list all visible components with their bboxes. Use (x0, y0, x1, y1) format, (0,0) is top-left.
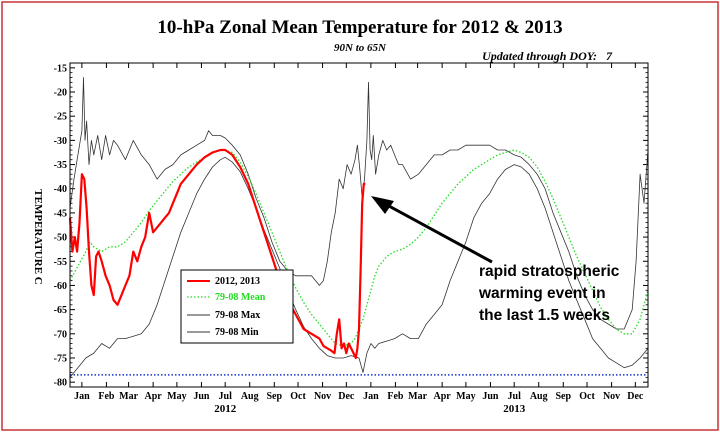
y-tick-label: -65 (54, 305, 67, 316)
x-tick-label: Jul (508, 391, 522, 402)
year-label: 2013 (503, 403, 526, 415)
series-line-2012-2013 (68, 148, 366, 360)
y-tick-label: -15 (54, 63, 67, 74)
x-tick-label: Nov (314, 391, 331, 402)
y-tick-label: -45 (54, 208, 67, 219)
x-tick-label: Sep (266, 391, 282, 402)
y-tick-label: -25 (54, 112, 67, 123)
legend-label-obs: 2012, 2013 (215, 276, 260, 287)
x-tick-label: Feb (387, 391, 404, 402)
annotation-line-2: warming event in (478, 285, 606, 302)
chart-title: 10-hPa Zonal Mean Temperature for 2012 &… (157, 17, 562, 38)
x-tick-label: Jun (193, 391, 210, 402)
chart-subtitle: 90N to 65N (334, 42, 387, 54)
axis-ticks (70, 63, 648, 387)
legend: 2012, 2013 79-08 Mean 79-08 Max 79-08 Mi… (180, 269, 294, 344)
year-labels: 2012 2013 (214, 403, 526, 415)
annotation-line-1: rapid stratospheric (479, 263, 620, 280)
x-tick-label: May (167, 391, 186, 402)
y-tick-labels: -15 -20 -25 -30 -35 -40 -45 -50 -55 -60 -65 -70 -75 -… (54, 63, 67, 388)
x-tick-label: Aug (241, 391, 259, 402)
legend-entry: 2012, 2013 (187, 276, 260, 287)
x-tick-label: Sep (555, 391, 571, 402)
plot-border (69, 62, 649, 388)
year-label: 2012 (214, 403, 237, 415)
y-tick-label: -70 (54, 329, 67, 340)
updated-label: Updated through DOY: 7 (482, 49, 613, 63)
y-tick-label: -75 (54, 353, 67, 364)
y-tick-label: -55 (54, 257, 67, 268)
x-tick-label: Apr (145, 391, 163, 402)
x-tick-label: Dec (627, 391, 644, 402)
y-tick-label: -80 (54, 378, 67, 389)
x-tick-label: May (456, 391, 475, 402)
x-tick-labels: Jan Feb Mar Apr May Jun Jul Aug Sep Oct Nov Dec Jan F… (74, 391, 644, 402)
annotation-arrow (375, 197, 493, 264)
x-tick-label: Jul (219, 391, 233, 402)
y-tick-label: -50 (54, 233, 67, 244)
y-axis-label: TEMPERATURE C (32, 189, 44, 284)
arrow-head-icon (371, 196, 394, 214)
legend-entry: 79-08 Min (187, 327, 259, 338)
y-tick-label: -20 (54, 88, 67, 99)
series-line-79-08-max (69, 77, 649, 330)
y-tick-label: -30 (54, 136, 67, 147)
x-tick-label: Aug (530, 391, 548, 402)
x-tick-label: Jan (74, 391, 90, 402)
legend-entry: 79-08 Mean (187, 292, 266, 303)
y-tick-label: -35 (54, 160, 67, 171)
legend-label-max: 79-08 Max (215, 310, 260, 321)
x-tick-label: Apr (434, 391, 452, 402)
x-tick-label: Oct (290, 391, 306, 402)
annotation: rapid stratospheric warming event in the… (371, 196, 620, 324)
plot-area (68, 77, 649, 378)
x-tick-label: Mar (119, 391, 138, 402)
x-tick-label: Jun (482, 391, 499, 402)
x-tick-label: Feb (98, 391, 115, 402)
y-tick-label: -40 (54, 184, 67, 195)
x-tick-label: Dec (338, 391, 355, 402)
x-tick-label: Nov (603, 391, 620, 402)
y-tick-label: -60 (54, 281, 67, 292)
x-tick-label: Mar (408, 391, 427, 402)
series-line-79-08-min (69, 156, 649, 378)
legend-label-mean: 79-08 Mean (215, 292, 266, 303)
legend-box (180, 269, 294, 344)
annotation-line-3: the last 1.5 weeks (479, 307, 610, 324)
x-tick-label: Oct (579, 391, 595, 402)
legend-entry: 79-08 Max (187, 310, 260, 321)
x-tick-label: Jan (363, 391, 379, 402)
legend-label-min: 79-08 Min (215, 327, 259, 338)
